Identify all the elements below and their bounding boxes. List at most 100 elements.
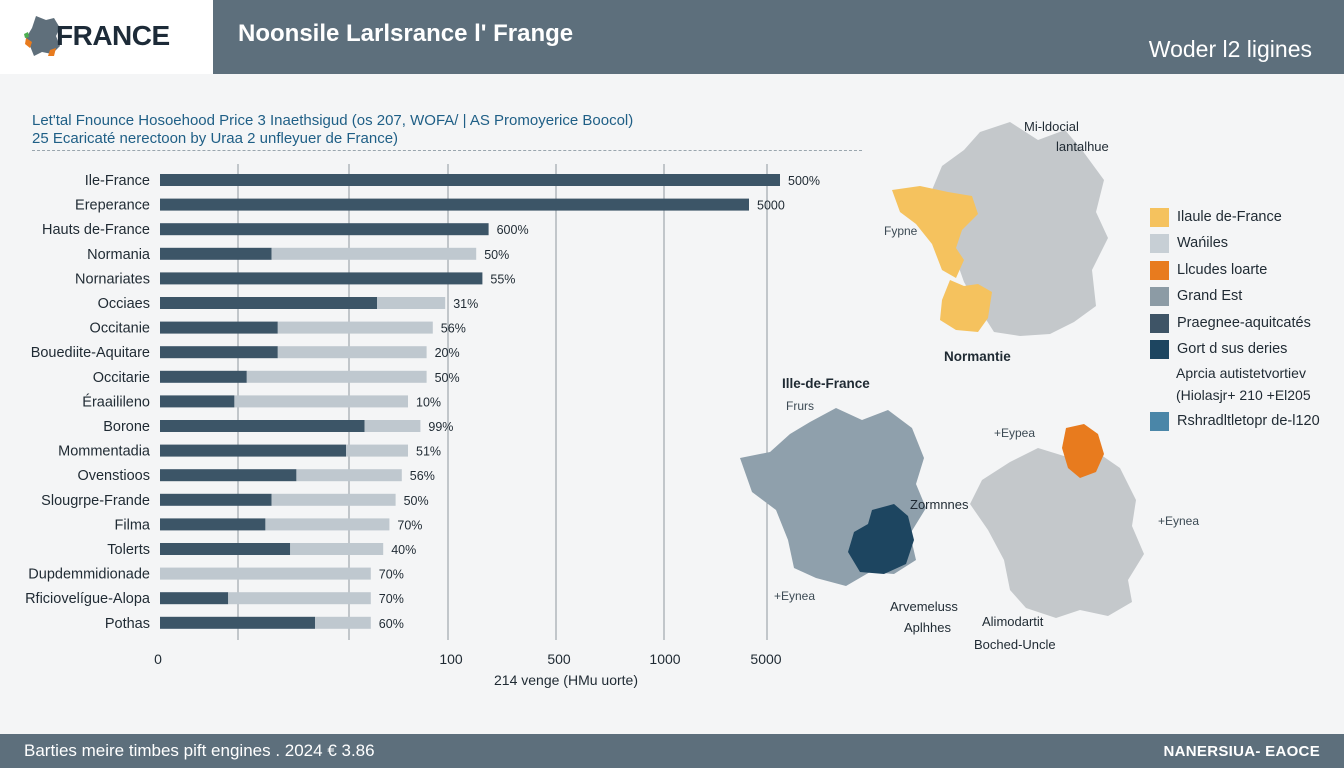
map3-label-right: +Eynea — [1158, 514, 1200, 528]
legend-swatch — [1150, 234, 1169, 253]
bar-primary — [160, 592, 229, 605]
category-label: Pothas — [105, 616, 150, 632]
data-label: 56% — [441, 322, 466, 336]
bar-primary — [160, 420, 365, 432]
map3-label-bottom-2: Boched-Uncle — [974, 637, 1056, 652]
footer-right-text: NANERSIUA- EAOCE — [1163, 743, 1320, 760]
bar-primary — [160, 493, 272, 506]
category-label: Bouediite-Aquitare — [31, 345, 150, 361]
legend-label: Ilaule de-France — [1177, 209, 1282, 225]
legend-swatch — [1150, 208, 1169, 227]
map-region-base — [970, 448, 1144, 618]
category-label: Normania — [87, 247, 151, 263]
x-tick-label: 1000 — [649, 651, 680, 667]
legend-note-line-2: (Hiolasjr+ 210 +El205 — [1176, 387, 1311, 403]
bar-primary — [160, 247, 272, 260]
category-label: Slougrpe-Frande — [41, 493, 150, 509]
bar-secondary — [277, 346, 427, 359]
map2-label-bottom: +Eynea — [774, 589, 816, 603]
legend-swatch — [1150, 261, 1169, 280]
data-label: 50% — [435, 371, 460, 385]
bar-primary — [160, 543, 291, 555]
category-label: Filma — [115, 517, 151, 533]
category-label: Dupdemmidionade — [28, 567, 150, 583]
divider — [32, 150, 862, 151]
bar-primary — [160, 223, 489, 236]
category-label: Occitanie — [90, 321, 150, 337]
category-label: Borone — [103, 419, 150, 435]
data-label: 60% — [379, 617, 404, 631]
bar-secondary — [271, 247, 477, 260]
x-axis-label: 214 venge (HMu uorte) — [494, 672, 638, 688]
bar-primary — [160, 518, 266, 531]
category-label: Occitarie — [93, 370, 150, 386]
bar-secondary — [315, 616, 371, 629]
bar-primary — [160, 616, 315, 629]
category-label: Nornariates — [75, 271, 150, 287]
bar-secondary — [234, 395, 408, 408]
category-label: Tolerts — [107, 542, 150, 558]
data-label: 500% — [788, 174, 820, 188]
bar-secondary — [228, 592, 371, 605]
data-label: 20% — [435, 346, 460, 360]
bar-primary — [160, 346, 278, 359]
legend-label: Grand Est — [1177, 288, 1243, 304]
data-label: 70% — [397, 518, 422, 532]
map1-label-left: Fypne — [884, 224, 918, 238]
map2-label-right: Zormnnes — [910, 497, 969, 512]
bar-primary — [160, 198, 749, 211]
map1-label-bottom: Normantie — [944, 349, 1011, 364]
data-label: 55% — [490, 272, 515, 286]
legend-label: Llcudes loarte — [1177, 262, 1268, 278]
category-label: Ile-France — [85, 173, 150, 189]
map3-label-bottom-left-1: Arvemeluss — [890, 599, 958, 614]
data-label: 50% — [484, 248, 509, 262]
category-label: Hauts de-France — [42, 222, 150, 238]
bar-secondary — [290, 543, 384, 555]
bar-secondary — [296, 469, 402, 482]
legend-note: Aprcia autistetvortiev (Hiolasjr+ 210 +E… — [1176, 362, 1311, 406]
header-bar: FRANCE Noonsile Larlsrance l' Frange Wod… — [0, 0, 1344, 74]
france-map-icon — [24, 16, 60, 56]
header-right-text: Woder l2 ligines — [1148, 36, 1312, 62]
bar-secondary — [271, 493, 396, 506]
data-label: 51% — [416, 445, 441, 459]
legend-label: Rshradltletopr de-l120 — [1177, 413, 1320, 429]
legend-swatch — [1150, 412, 1169, 431]
x-tick-label: 0 — [154, 651, 162, 667]
data-label: 70% — [379, 592, 404, 606]
map2-label-title: Ille-de-France — [782, 376, 870, 391]
category-label: Rficiovelígue-Alopa — [25, 591, 151, 607]
subtitle-line-2: 25 Ecaricaté nerectoon by Uraa 2 unfleyu… — [32, 130, 399, 147]
map-bottom — [970, 424, 1144, 618]
legend-swatch — [1150, 340, 1169, 359]
logo-text: FRANCE — [56, 20, 170, 51]
footer-bar: Barties meire timbes pift engines . 2024… — [0, 734, 1344, 768]
footer-left-text: Barties meire timbes pift engines . 2024… — [24, 741, 375, 760]
data-label: 600% — [497, 223, 529, 237]
map3-label-bottom-left-2: Aplhhes — [904, 620, 951, 635]
logo[interactable]: FRANCE — [0, 0, 213, 74]
bar-secondary — [160, 567, 371, 580]
map-region-highlight — [1062, 424, 1104, 478]
map3-label-top: +Eypea — [994, 426, 1036, 440]
subtitle-line-1: Let'tal Fnounce Hosoehood Price 3 Inaeth… — [32, 112, 634, 129]
bar-secondary — [377, 297, 446, 309]
legend-label: Wańiles — [1177, 235, 1229, 251]
category-label: Ovenstioos — [77, 468, 150, 484]
bar-primary — [160, 370, 247, 383]
bar-primary — [160, 272, 483, 285]
data-label: 99% — [428, 420, 453, 434]
legend-note-line-1: Aprcia autistetvortiev — [1176, 365, 1306, 381]
legend-label: Praegnee-aquitcatés — [1177, 315, 1311, 331]
category-label: Ereperance — [75, 198, 150, 214]
map-region-highlight — [848, 504, 914, 574]
data-label: 40% — [391, 543, 416, 557]
header-title: Noonsile Larlsrance l' Frange — [238, 20, 574, 47]
chart-subtitle: Let'tal Fnounce Hosoehood Price 3 Inaeth… — [32, 112, 633, 148]
map-region-highlight-1 — [892, 186, 978, 278]
bar-secondary — [246, 370, 427, 383]
bar-primary — [160, 321, 278, 334]
data-label: 50% — [404, 494, 429, 508]
